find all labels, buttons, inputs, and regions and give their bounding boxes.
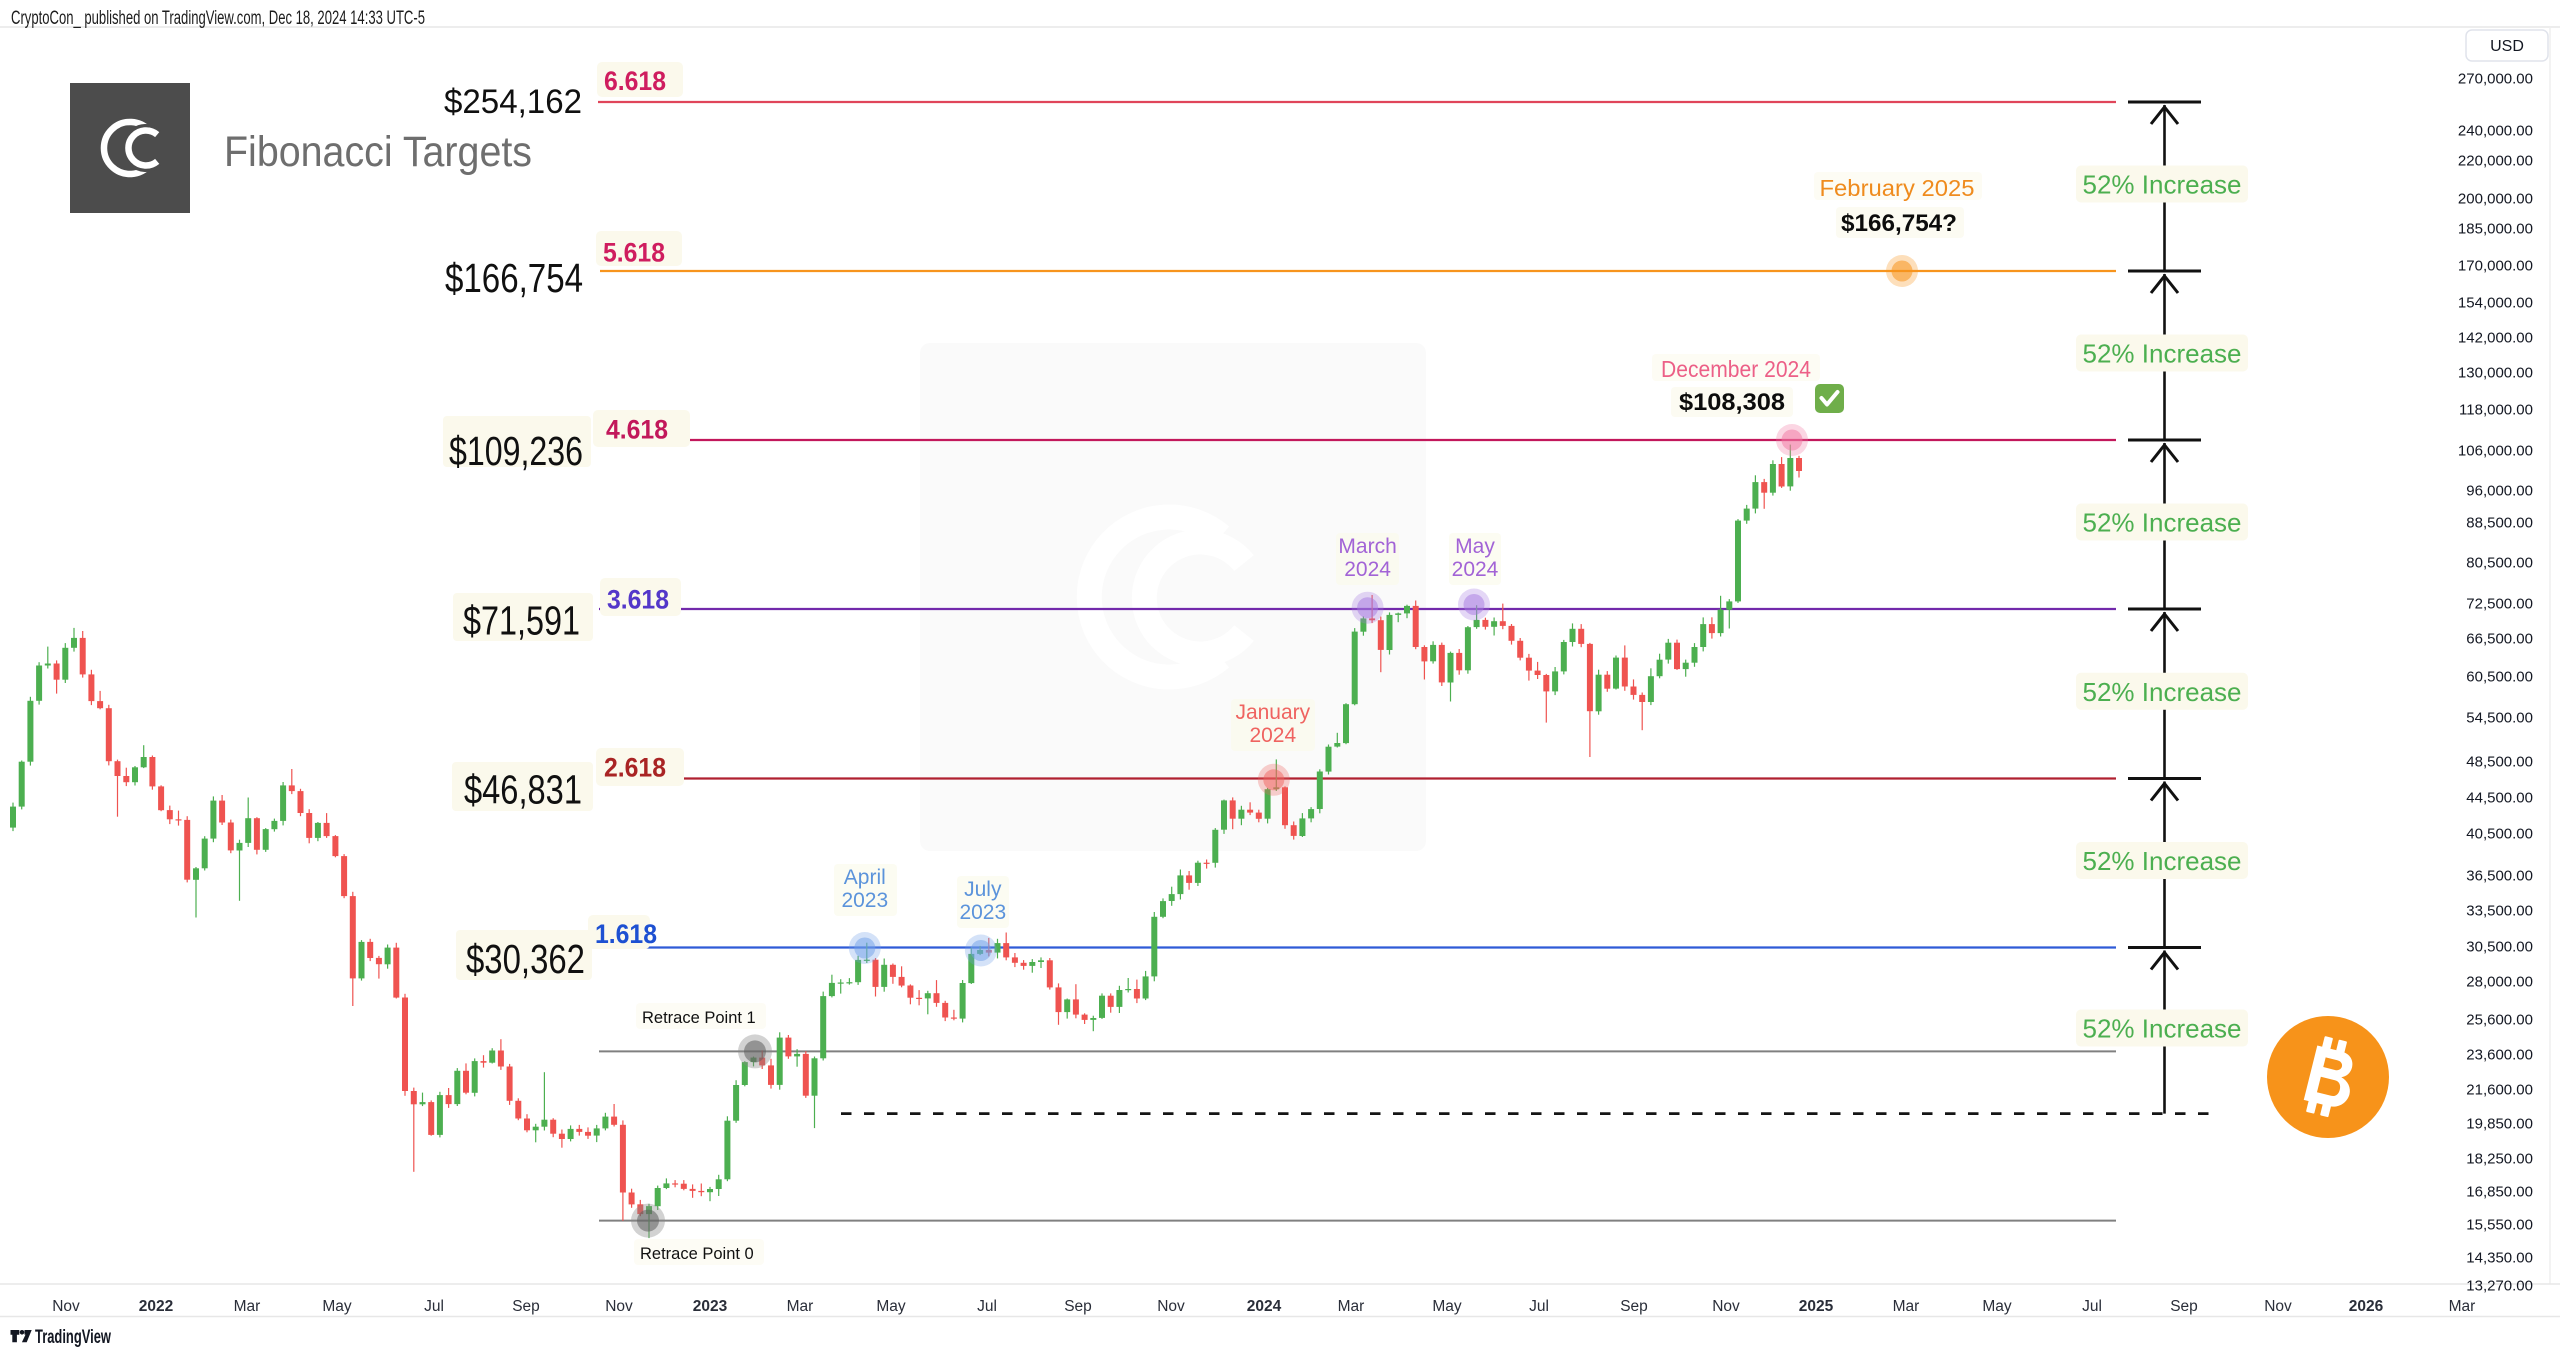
svg-text:2023: 2023 [693,1298,728,1315]
svg-text:154,000.00: 154,000.00 [2458,295,2533,312]
svg-text:Sep: Sep [1620,1298,1648,1315]
svg-text:$71,591: $71,591 [463,598,580,644]
svg-text:July: July [964,878,1002,901]
svg-text:Nov: Nov [1157,1298,1185,1315]
svg-text:33,500.00: 33,500.00 [2466,903,2533,920]
svg-text:Nov: Nov [605,1298,633,1315]
svg-text:2026: 2026 [2349,1298,2384,1315]
svg-text:66,500.00: 66,500.00 [2466,631,2533,648]
svg-text:44,500.00: 44,500.00 [2466,790,2533,807]
svg-text:2023: 2023 [959,901,1006,924]
svg-text:2023: 2023 [841,889,888,912]
svg-text:5.618: 5.618 [603,238,665,268]
svg-text:21,600.00: 21,600.00 [2466,1082,2533,1099]
svg-text:January: January [1235,701,1310,724]
svg-text:52% Increase: 52% Increase [2083,339,2242,369]
svg-text:106,000.00: 106,000.00 [2458,443,2533,460]
svg-text:240,000.00: 240,000.00 [2458,123,2533,140]
svg-text:$166,754?: $166,754? [1841,210,1957,237]
svg-text:80,500.00: 80,500.00 [2466,555,2533,572]
svg-text:52% Increase: 52% Increase [2083,1014,2242,1044]
svg-text:April: April [844,866,886,889]
svg-text:4.618: 4.618 [606,415,668,445]
svg-text:3.618: 3.618 [607,585,669,615]
svg-text:2025: 2025 [1799,1298,1834,1315]
svg-text:USD: USD [2490,38,2524,55]
svg-text:118,000.00: 118,000.00 [2459,402,2533,419]
svg-text:May: May [322,1298,352,1315]
svg-text:Nov: Nov [1712,1298,1740,1315]
svg-text:$30,362: $30,362 [466,936,585,982]
svg-text:Fibonacci Targets: Fibonacci Targets [224,128,532,176]
svg-text:185,000.00: 185,000.00 [2458,221,2533,238]
svg-text:Mar: Mar [2449,1298,2476,1315]
svg-text:Jul: Jul [977,1298,997,1315]
svg-text:Jul: Jul [424,1298,444,1315]
svg-text:19,850.00: 19,850.00 [2466,1116,2533,1133]
svg-text:25,600.00: 25,600.00 [2466,1012,2533,1029]
svg-text:Mar: Mar [234,1298,261,1315]
svg-text:$109,236: $109,236 [449,428,583,474]
svg-text:170,000.00: 170,000.00 [2458,258,2533,275]
svg-text:130,000.00: 130,000.00 [2458,365,2533,382]
svg-text:15,550.00: 15,550.00 [2466,1217,2533,1234]
svg-text:23,600.00: 23,600.00 [2466,1047,2533,1064]
svg-text:TradingView: TradingView [35,1326,112,1348]
svg-text:December 2024: December 2024 [1661,356,1811,382]
svg-text:Sep: Sep [2170,1298,2198,1315]
svg-text:14,350.00: 14,350.00 [2466,1250,2533,1267]
svg-text:48,500.00: 48,500.00 [2466,754,2533,771]
svg-text:88,500.00: 88,500.00 [2466,515,2533,532]
svg-text:$46,831: $46,831 [464,767,582,813]
svg-text:6.618: 6.618 [604,66,666,96]
svg-text:2024: 2024 [1344,558,1391,581]
svg-text:2.618: 2.618 [604,753,666,783]
svg-text:Jul: Jul [1529,1298,1549,1315]
svg-text:Mar: Mar [1893,1298,1920,1315]
svg-text:$254,162: $254,162 [444,83,582,121]
svg-text:May: May [1432,1298,1462,1315]
svg-text:May: May [1455,535,1495,558]
svg-text:52% Increase: 52% Increase [2083,508,2242,538]
svg-text:60,500.00: 60,500.00 [2466,669,2533,686]
svg-text:Nov: Nov [52,1298,80,1315]
svg-text:270,000.00: 270,000.00 [2458,71,2533,88]
svg-text:1.618: 1.618 [595,919,657,949]
svg-text:2024: 2024 [1247,1298,1282,1315]
svg-text:Retrace Point 1: Retrace Point 1 [642,1009,756,1027]
svg-text:72,500.00: 72,500.00 [2466,596,2533,613]
svg-text:Mar: Mar [787,1298,814,1315]
svg-text:May: May [1982,1298,2012,1315]
svg-text:52% Increase: 52% Increase [2083,677,2242,707]
svg-text:13,270.00: 13,270.00 [2466,1278,2533,1295]
svg-text:Retrace Point 0: Retrace Point 0 [640,1245,754,1263]
svg-text:$166,754: $166,754 [445,255,583,301]
svg-text:May: May [876,1298,906,1315]
svg-text:$108,308: $108,308 [1679,389,1785,416]
svg-text:28,000.00: 28,000.00 [2466,974,2533,991]
svg-text:March: March [1338,535,1396,558]
svg-text:36,500.00: 36,500.00 [2466,868,2533,885]
svg-text:February 2025: February 2025 [1820,175,1975,201]
svg-text:40,500.00: 40,500.00 [2466,826,2533,843]
svg-text:2024: 2024 [1249,724,1296,747]
svg-text:Mar: Mar [1338,1298,1365,1315]
svg-text:96,000.00: 96,000.00 [2466,483,2533,500]
svg-text:52% Increase: 52% Increase [2083,846,2242,876]
svg-text:Nov: Nov [2264,1298,2292,1315]
svg-text:220,000.00: 220,000.00 [2458,153,2533,170]
svg-text:142,000.00: 142,000.00 [2458,330,2533,347]
svg-text:18,250.00: 18,250.00 [2466,1151,2533,1168]
svg-text:CryptoCon_ published on Tradin: CryptoCon_ published on TradingView.com,… [11,8,425,29]
svg-text:2024: 2024 [1452,558,1499,581]
svg-text:200,000.00: 200,000.00 [2458,191,2533,208]
svg-text:16,850.00: 16,850.00 [2466,1184,2533,1201]
svg-text:Jul: Jul [2082,1298,2102,1315]
svg-text:52% Increase: 52% Increase [2083,170,2242,200]
svg-text:30,500.00: 30,500.00 [2466,939,2533,956]
svg-text:Sep: Sep [512,1298,540,1315]
svg-text:54,500.00: 54,500.00 [2466,710,2533,727]
svg-text:2022: 2022 [139,1298,173,1315]
svg-text:Sep: Sep [1064,1298,1092,1315]
